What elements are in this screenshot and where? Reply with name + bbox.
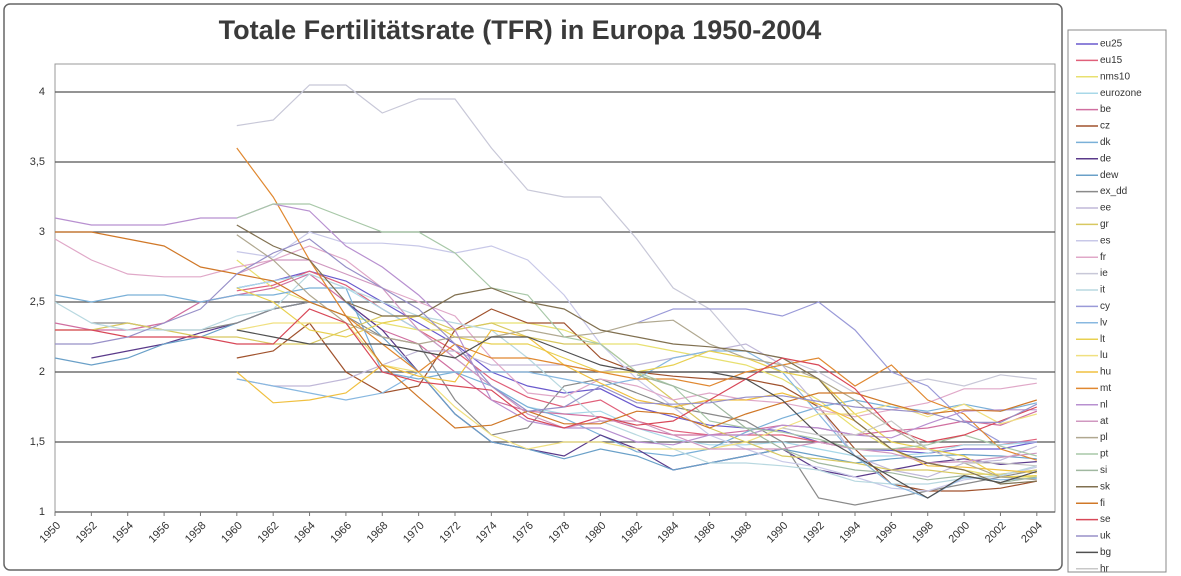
y-tick-label: 4 [39, 86, 45, 98]
x-tick-label: 1966 [328, 520, 354, 546]
legend-label: lu [1100, 350, 1108, 361]
series-line [91, 301, 1037, 506]
x-tick-label: 1994 [837, 520, 863, 546]
legend-label: uk [1100, 531, 1112, 542]
x-tick-label: 1958 [183, 520, 209, 546]
legend-label: eurozone [1100, 88, 1142, 99]
series-line [236, 234, 1037, 481]
series-line [236, 322, 1037, 450]
y-tick-label: 1,5 [30, 436, 45, 448]
series-line [236, 84, 1037, 394]
series-line [236, 350, 1037, 499]
legend-label: pt [1100, 449, 1109, 460]
x-tick-label: 1968 [365, 520, 391, 546]
x-tick-label: 1970 [401, 520, 427, 546]
legend-label: mt [1100, 383, 1111, 394]
legend-label: nms10 [1100, 71, 1130, 82]
x-tick-label: 2004 [1019, 520, 1045, 546]
legend-label: si [1100, 465, 1107, 476]
legend-label: hu [1100, 367, 1111, 378]
legend-label: es [1100, 235, 1111, 246]
x-tick-label: 1974 [474, 520, 500, 546]
series-line [54, 238, 1037, 418]
x-tick-label: 1978 [546, 520, 572, 546]
series-line [236, 224, 1037, 485]
series-line [236, 270, 1037, 454]
x-tick-label: 1962 [256, 520, 282, 546]
series-line [54, 203, 1037, 446]
legend-label: it [1100, 285, 1105, 296]
series-line [55, 231, 1037, 429]
y-tick-label: 2,5 [30, 296, 45, 308]
legend-label: be [1100, 104, 1112, 115]
series-line [55, 238, 1038, 423]
x-tick-label: 1954 [110, 520, 136, 546]
chart-title: Totale Fertilitätsrate (TFR) in Europa 1… [219, 15, 822, 45]
legend-label: de [1100, 153, 1112, 164]
x-tick-label: 1952 [74, 520, 100, 546]
legend-label: pl [1100, 432, 1108, 443]
legend-label: sk [1100, 481, 1111, 492]
legend-label: eu25 [1100, 39, 1123, 50]
x-tick-label: 1988 [728, 520, 754, 546]
series-line [236, 329, 1037, 499]
series-line [54, 301, 1037, 471]
series-line [236, 343, 1038, 478]
x-tick-label: 1998 [910, 520, 936, 546]
legend-label: cy [1100, 301, 1110, 312]
legend-label: dew [1100, 170, 1119, 181]
series-line [54, 273, 1037, 485]
series-line [636, 301, 1037, 443]
legend-label: lt [1100, 334, 1105, 345]
x-tick-label: 1972 [437, 520, 463, 546]
legend-box [1067, 29, 1167, 573]
series-line [782, 420, 1037, 467]
legend-label: eu15 [1100, 55, 1123, 66]
series-line [54, 287, 1037, 457]
legend-label: at [1100, 416, 1109, 427]
series-line [236, 329, 1037, 474]
x-tick-label: 1976 [510, 520, 536, 546]
x-tick-label: 1950 [37, 520, 63, 546]
x-tick-label: 1992 [801, 520, 827, 546]
legend-label: lv [1100, 317, 1107, 328]
x-tick-label: 1964 [292, 520, 318, 546]
legend-label: nl [1100, 399, 1108, 410]
x-tick-label: 1990 [765, 520, 791, 546]
legend-label: bg [1100, 547, 1111, 558]
x-tick-label: 1996 [874, 520, 900, 546]
y-tick-label: 1 [39, 506, 45, 518]
chart-frame [3, 3, 1063, 571]
series-line [236, 259, 1037, 464]
x-tick-label: 1980 [583, 520, 609, 546]
y-tick-label: 3 [39, 226, 45, 238]
y-tick-label: 3,5 [30, 156, 45, 168]
legend-label: fi [1100, 498, 1105, 509]
legend-label: ex_dd [1100, 186, 1127, 197]
legend-label: se [1100, 514, 1111, 525]
x-tick-label: 1986 [692, 520, 718, 546]
y-tick-label: 2 [39, 366, 45, 378]
x-tick-label: 1982 [619, 520, 645, 546]
legend-label: ee [1100, 203, 1112, 214]
legend-label: ie [1100, 268, 1108, 279]
legend-label: hr [1100, 563, 1110, 574]
x-tick-label: 2002 [983, 520, 1009, 546]
legend-label: gr [1100, 219, 1110, 230]
x-tick-label: 1956 [146, 520, 172, 546]
series-line [236, 147, 1037, 461]
legend-label: cz [1100, 121, 1110, 132]
legend-label: dk [1100, 137, 1112, 148]
legend-label: fr [1100, 252, 1107, 263]
x-tick-label: 2000 [946, 520, 972, 546]
x-tick-label: 1984 [656, 520, 682, 546]
x-tick-label: 1960 [219, 520, 245, 546]
series-line [236, 270, 1037, 450]
